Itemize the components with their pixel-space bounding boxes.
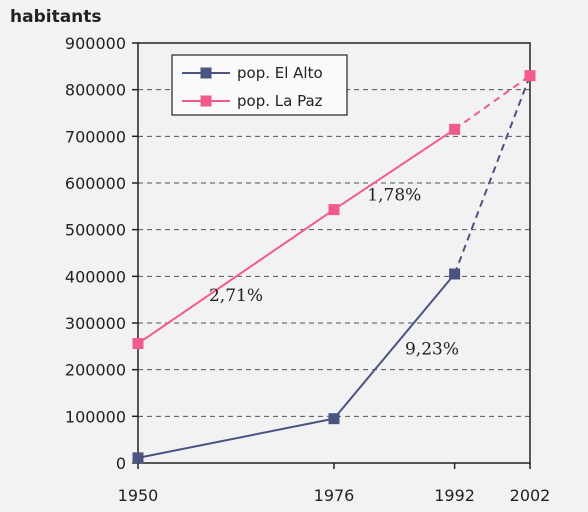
x-tick-label: 1992 <box>434 486 475 505</box>
series-segment <box>333 128 456 211</box>
legend-marker <box>200 95 212 107</box>
growth-rate-label: 9,23% <box>405 340 459 360</box>
y-tick-label: 400000 <box>65 267 126 286</box>
y-axis-title: habitants <box>10 7 102 27</box>
growth-rate-label: 1,78% <box>367 186 421 206</box>
y-axis: 0 100000 200000 300000 400000 500000 600000 700… <box>65 34 138 473</box>
growth-rate-label: 2,71% <box>209 286 263 306</box>
annotations: 2,71% 1,78% 9,23% <box>209 186 459 360</box>
series-0 <box>132 75 531 464</box>
y-tick-label: 200000 <box>65 361 126 380</box>
series-segment <box>333 273 456 420</box>
series-layer <box>132 70 536 464</box>
y-tick-label: 0 <box>116 454 126 473</box>
legend-marker <box>200 67 212 79</box>
y-tick-label: 100000 <box>65 407 126 426</box>
series-segment-dashed <box>454 74 531 131</box>
data-point <box>449 268 461 280</box>
y-tick-label: 500000 <box>65 221 126 240</box>
legend-label: pop. El Alto <box>237 64 323 82</box>
data-point <box>449 123 461 135</box>
grid <box>138 89 530 417</box>
data-point <box>524 70 536 82</box>
y-tick-label: 600000 <box>65 174 126 193</box>
x-tick-label: 1976 <box>314 486 355 505</box>
y-tick-label: 800000 <box>65 81 126 100</box>
data-point <box>328 204 340 216</box>
series-1 <box>132 70 536 350</box>
data-point <box>132 338 144 350</box>
series-segment <box>137 208 335 345</box>
legend-label: pop. La Paz <box>237 92 323 110</box>
data-point <box>132 452 144 464</box>
x-tick-label: 1950 <box>118 486 159 505</box>
x-tick-label: 2002 <box>510 486 551 505</box>
x-axis: 1950 1976 1992 2002 <box>118 463 551 505</box>
data-point <box>328 413 340 425</box>
legend: pop. El Alto pop. La Paz <box>171 54 348 116</box>
y-tick-label: 700000 <box>65 127 126 146</box>
series-segment-dashed <box>453 75 531 275</box>
y-tick-label: 300000 <box>65 314 126 333</box>
y-tick-label: 900000 <box>65 34 126 53</box>
series-segment <box>137 417 335 459</box>
